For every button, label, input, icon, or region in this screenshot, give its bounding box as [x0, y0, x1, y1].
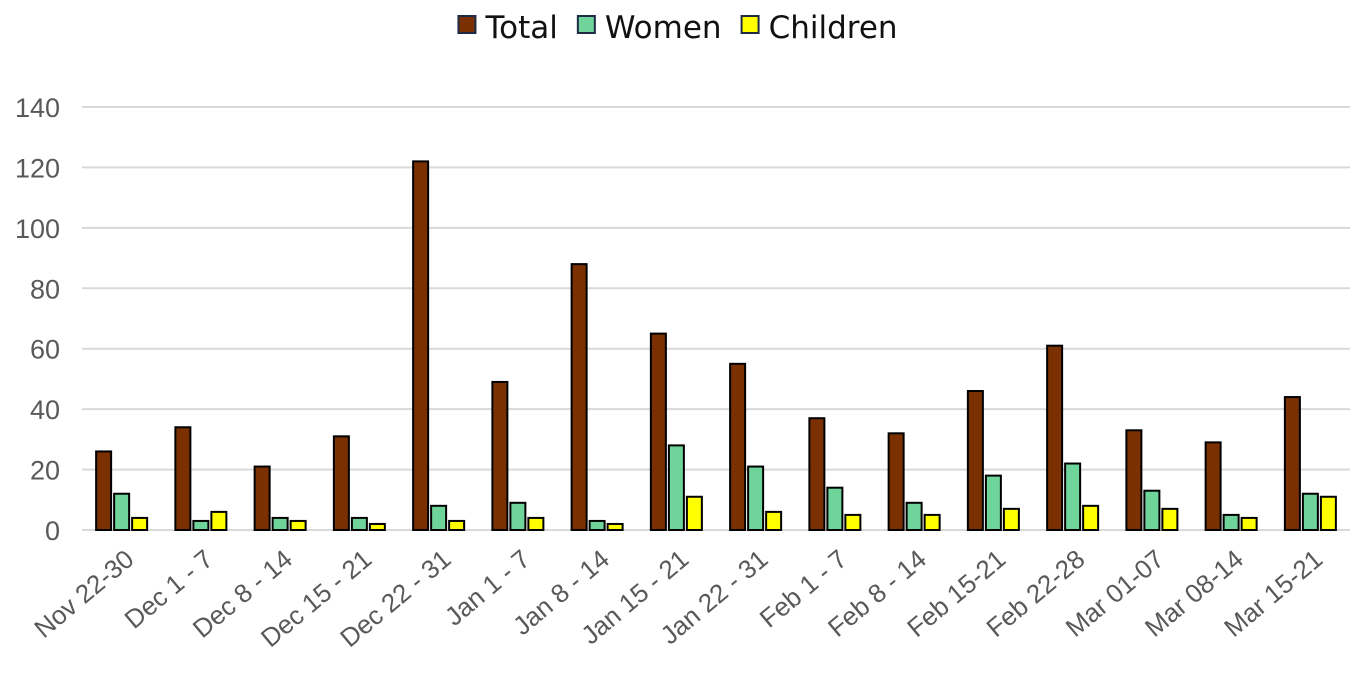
bar-women-dec-15-21 — [350, 516, 368, 532]
legend-swatch-total — [457, 15, 477, 34]
bar-total-nov-22-30 — [95, 450, 113, 532]
legend-label-total: Total — [484, 10, 557, 46]
bar-women-dec-1-7 — [192, 519, 210, 532]
y-tick-label: 80 — [30, 274, 60, 304]
bar-total-jan-22-31 — [729, 362, 747, 532]
bar-total-dec-1-7 — [174, 426, 192, 531]
y-tick-label: 140 — [15, 93, 60, 123]
legend: Total Women Children — [457, 10, 898, 46]
y-axis: 0 20 40 60 80 100 120 140 — [15, 93, 60, 546]
bar-women-jan-15-21 — [667, 444, 685, 531]
bar-total-dec-22-31 — [412, 160, 430, 531]
x-tick-label: Nov 22-30 — [28, 544, 139, 644]
legend-swatch-children — [740, 15, 760, 34]
bar-women-mar-01-07 — [1143, 489, 1161, 532]
bar-women-dec-22-31 — [430, 504, 448, 532]
bar-total-jan-1-7 — [491, 380, 509, 532]
bar-women-mar-15-21 — [1301, 492, 1319, 531]
bar-children-jan-22-31 — [765, 510, 783, 531]
bar-women-feb-15-21 — [984, 474, 1002, 532]
bar-children-mar-08-14 — [1240, 516, 1258, 532]
y-tick-label: 100 — [15, 214, 60, 244]
bar-total-feb-1-7 — [808, 417, 826, 532]
bar-total-dec-8-14 — [253, 465, 271, 531]
bar-children-jan-1-7 — [527, 516, 545, 532]
bar-total-mar-15-21 — [1283, 396, 1301, 531]
legend-label-children: Children — [769, 10, 898, 46]
bar-children-dec-1-7 — [210, 510, 228, 531]
bar-women-jan-8-14 — [588, 519, 606, 532]
bar-women-mar-08-14 — [1222, 513, 1240, 532]
bar-total-feb-15-21 — [966, 390, 984, 531]
bar-women-nov-22-30 — [113, 492, 131, 531]
gridlines — [82, 106, 1350, 531]
bar-women-dec-8-14 — [271, 516, 289, 532]
bar-women-feb-1-7 — [826, 486, 844, 532]
y-tick-label: 40 — [30, 395, 60, 425]
bar-total-mar-08-14 — [1204, 441, 1222, 531]
bar-women-feb-8-14 — [905, 501, 923, 531]
legend-swatch-women — [576, 15, 596, 34]
legend-label-women: Women — [605, 10, 722, 46]
bar-children-feb-8-14 — [923, 513, 941, 532]
bar-women-jan-22-31 — [747, 465, 765, 531]
bar-total-jan-15-21 — [649, 332, 667, 531]
bar-children-jan-8-14 — [606, 522, 624, 532]
bar-children-mar-01-07 — [1161, 507, 1179, 532]
bar-total-feb-8-14 — [887, 432, 905, 532]
bar-children-jan-15-21 — [685, 495, 703, 531]
bars — [95, 160, 1337, 532]
bar-children-dec-8-14 — [289, 519, 307, 532]
bar-women-feb-22-28 — [1064, 462, 1082, 531]
bar-children-feb-22-28 — [1082, 504, 1100, 532]
bar-children-dec-15-21 — [368, 522, 386, 532]
bar-children-feb-1-7 — [844, 513, 862, 532]
bar-children-mar-15-21 — [1319, 495, 1337, 531]
y-tick-label: 120 — [15, 153, 60, 183]
bar-children-feb-15-21 — [1002, 507, 1020, 532]
bar-total-feb-22-28 — [1046, 344, 1064, 532]
bar-total-mar-01-07 — [1125, 429, 1143, 531]
bar-women-jan-1-7 — [509, 501, 527, 531]
y-tick-label: 20 — [30, 456, 60, 486]
bar-children-nov-22-30 — [131, 516, 149, 532]
y-tick-label: 0 — [45, 516, 60, 546]
bar-total-jan-8-14 — [570, 263, 588, 531]
bar-children-dec-22-31 — [448, 519, 466, 532]
bar-total-dec-15-21 — [332, 435, 350, 532]
y-tick-label: 60 — [30, 335, 60, 365]
